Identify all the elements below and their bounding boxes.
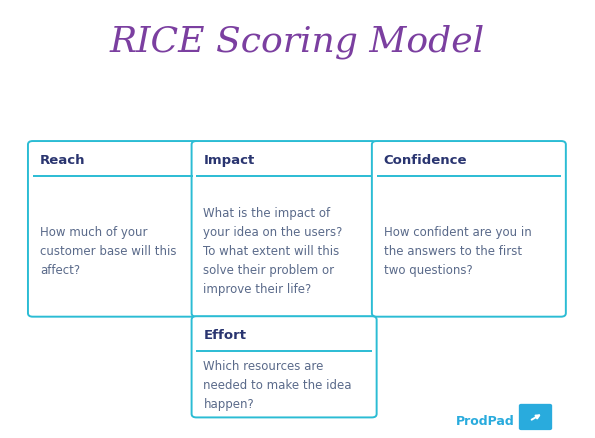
Text: Confidence: Confidence bbox=[384, 154, 467, 167]
Text: ProdPad: ProdPad bbox=[456, 415, 515, 428]
Text: RICE Scoring Model: RICE Scoring Model bbox=[110, 25, 485, 59]
Text: What is the impact of
your idea on the users?
To what extent will this
solve the: What is the impact of your idea on the u… bbox=[203, 207, 343, 296]
Text: How much of your
customer base will this
affect?: How much of your customer base will this… bbox=[40, 226, 176, 277]
FancyBboxPatch shape bbox=[519, 404, 552, 430]
Text: Reach: Reach bbox=[40, 154, 85, 167]
FancyBboxPatch shape bbox=[28, 141, 198, 317]
FancyBboxPatch shape bbox=[192, 316, 377, 417]
FancyBboxPatch shape bbox=[372, 141, 566, 317]
Text: Effort: Effort bbox=[203, 329, 246, 342]
Text: Which resources are
needed to make the idea
happen?: Which resources are needed to make the i… bbox=[203, 360, 352, 411]
Text: How confident are you in
the answers to the first
two questions?: How confident are you in the answers to … bbox=[384, 226, 531, 277]
FancyBboxPatch shape bbox=[192, 141, 377, 317]
Text: Impact: Impact bbox=[203, 154, 255, 167]
